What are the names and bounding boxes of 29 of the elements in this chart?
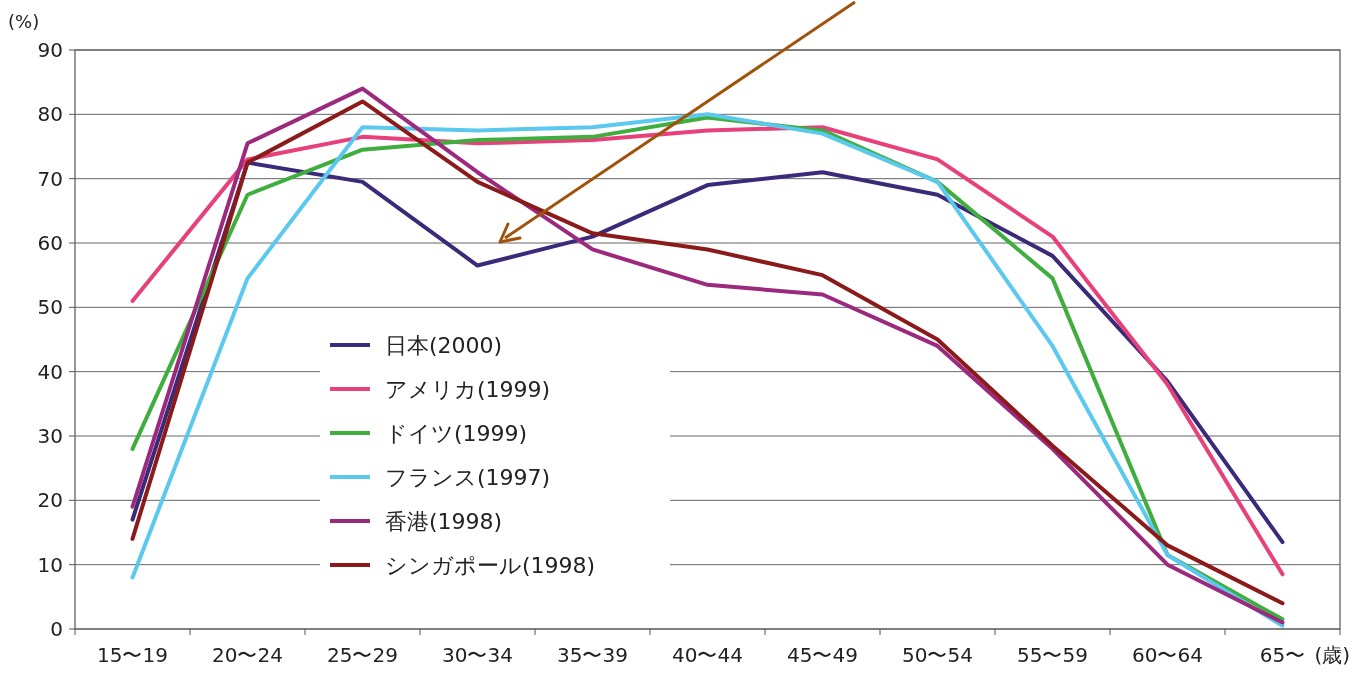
y-axis-title: (%) (8, 11, 40, 32)
x-tick-label: 15〜19 (97, 643, 168, 667)
x-tick-label: 40〜44 (672, 643, 743, 667)
legend-label: アメリカ(1999) (385, 377, 551, 402)
legend-label: 日本(2000) (385, 333, 503, 358)
legend-label: シンガポール(1998) (385, 553, 596, 578)
x-axis-title: (歳) (1314, 643, 1350, 667)
y-tick-label: 40 (37, 359, 63, 384)
y-tick-label: 10 (37, 552, 63, 577)
y-tick-label: 20 (37, 488, 63, 513)
y-tick-label: 70 (37, 166, 63, 191)
y-tick-label: 80 (37, 102, 63, 127)
x-tick-label: 50〜54 (902, 643, 973, 667)
y-tick-label: 60 (37, 231, 63, 255)
legend-label: フランス(1997) (385, 465, 551, 490)
x-tick-label: 20〜24 (212, 643, 283, 667)
y-tick-label: 50 (37, 295, 63, 320)
legend-label: 香港(1998) (385, 509, 503, 534)
x-tick-label: 25〜29 (327, 643, 398, 667)
x-tick-label: 65〜 (1259, 643, 1306, 667)
y-tick-label: 90 (37, 38, 63, 62)
y-tick-label: 0 (50, 617, 63, 641)
y-tick-label: 30 (37, 424, 63, 448)
x-tick-label: 60〜64 (1132, 643, 1203, 667)
x-tick-label: 55〜59 (1017, 643, 1088, 667)
x-tick-label: 45〜49 (787, 643, 858, 667)
x-tick-label: 30〜34 (442, 643, 513, 667)
legend-label: ドイツ(1999) (385, 421, 528, 446)
x-tick-label: 35〜39 (557, 643, 628, 667)
